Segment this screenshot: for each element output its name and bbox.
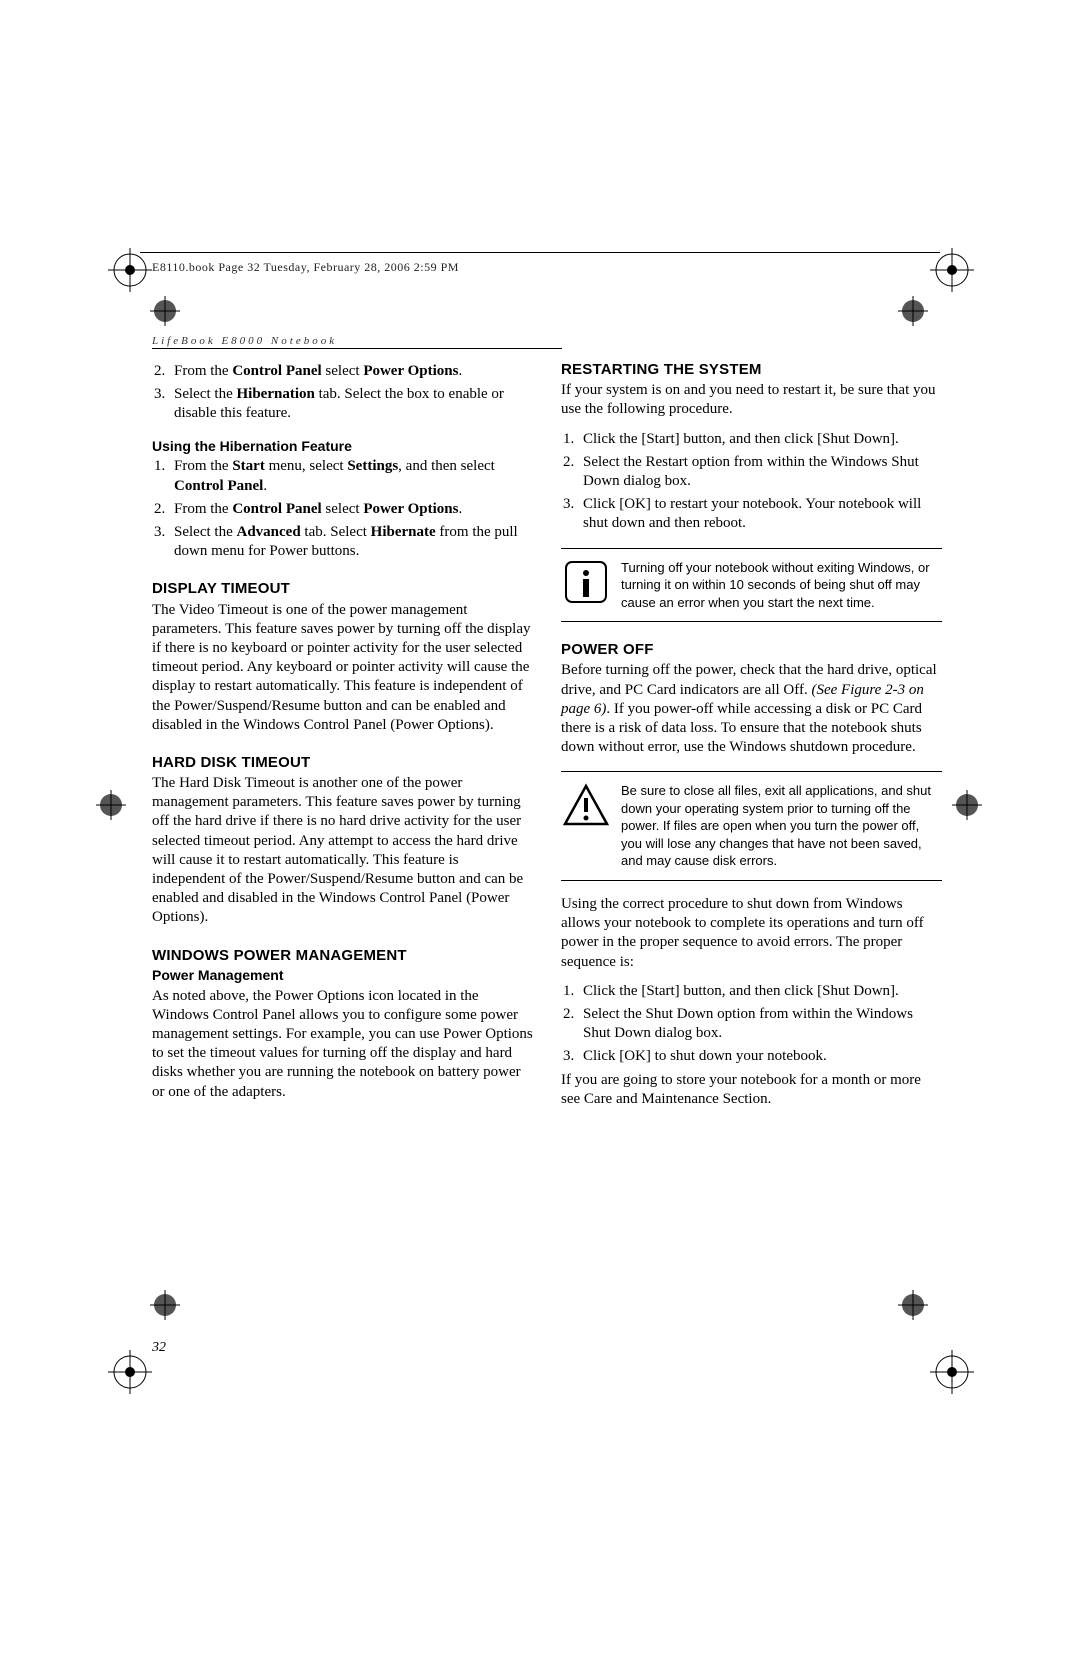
list-item: Click the [Start] button, and then click… xyxy=(561,982,942,1001)
list-item: Select the Restart option from within th… xyxy=(561,453,942,491)
display-timeout-head: DISPLAY TIMEOUT xyxy=(152,579,533,598)
reg-dot-tl xyxy=(150,296,180,326)
wpm-subhead: Power Management xyxy=(152,967,533,985)
reg-dot-bl xyxy=(150,1290,180,1320)
reg-dot-br xyxy=(898,1290,928,1320)
crop-mark-tl xyxy=(108,248,152,292)
poweroff-head: POWER OFF xyxy=(561,640,942,659)
intro-list: From the Control Panel select Power Opti… xyxy=(152,362,533,424)
restart-list: Click the [Start] button, and then click… xyxy=(561,430,942,534)
warning-icon xyxy=(563,782,609,828)
shutdown-intro: Using the correct procedure to shut down… xyxy=(561,895,942,972)
crop-mark-bl xyxy=(108,1350,152,1394)
reg-dot-mr xyxy=(952,790,982,820)
reg-dot-ml xyxy=(96,790,126,820)
reg-dot-tr xyxy=(898,296,928,326)
list-item: From the Control Panel select Power Opti… xyxy=(152,362,533,381)
right-column: RESTARTING THE SYSTEM If your system is … xyxy=(561,360,942,1113)
wpm-head: WINDOWS POWER MANAGEMENT xyxy=(152,946,533,965)
list-item: Click [OK] to shut down your notebook. xyxy=(561,1047,942,1066)
info-note-text: Turning off your notebook without exitin… xyxy=(621,559,940,612)
running-head: LifeBook E8000 Notebook xyxy=(152,335,337,347)
warning-note-text: Be sure to close all files, exit all app… xyxy=(621,782,940,870)
list-item: From the Start menu, select Settings, an… xyxy=(152,457,533,495)
shutdown-list: Click the [Start] button, and then click… xyxy=(561,982,942,1067)
list-item: Select the Shut Down option from within … xyxy=(561,1005,942,1043)
crop-mark-br xyxy=(930,1350,974,1394)
restart-head: RESTARTING THE SYSTEM xyxy=(561,360,942,379)
list-item: Select the Advanced tab. Select Hibernat… xyxy=(152,523,533,561)
hard-disk-timeout-head: HARD DISK TIMEOUT xyxy=(152,753,533,772)
store-body: If you are going to store your notebook … xyxy=(561,1071,942,1109)
header-rule xyxy=(140,252,940,253)
info-icon xyxy=(563,559,609,605)
header-text: E8110.book Page 32 Tuesday, February 28,… xyxy=(152,260,459,275)
left-column: From the Control Panel select Power Opti… xyxy=(152,360,533,1113)
page-body: From the Control Panel select Power Opti… xyxy=(152,360,942,1113)
warning-note-box: Be sure to close all files, exit all app… xyxy=(561,771,942,881)
display-timeout-body: The Video Timeout is one of the power ma… xyxy=(152,601,533,735)
running-head-rule xyxy=(152,348,562,349)
crop-mark-tr xyxy=(930,248,974,292)
wpm-body: As noted above, the Power Options icon l… xyxy=(152,987,533,1102)
list-item: Click [OK] to restart your notebook. You… xyxy=(561,495,942,533)
list-item: Select the Hibernation tab. Select the b… xyxy=(152,385,533,423)
info-note-box: Turning off your notebook without exitin… xyxy=(561,548,942,623)
hibernation-subhead: Using the Hibernation Feature xyxy=(152,438,533,456)
poweroff-body: Before turning off the power, check that… xyxy=(561,661,942,757)
hibernation-list: From the Start menu, select Settings, an… xyxy=(152,457,533,561)
list-item: Click the [Start] button, and then click… xyxy=(561,430,942,449)
list-item: From the Control Panel select Power Opti… xyxy=(152,500,533,519)
hard-disk-timeout-body: The Hard Disk Timeout is another one of … xyxy=(152,774,533,928)
restart-intro: If your system is on and you need to res… xyxy=(561,381,942,419)
page-number: 32 xyxy=(152,1340,166,1356)
